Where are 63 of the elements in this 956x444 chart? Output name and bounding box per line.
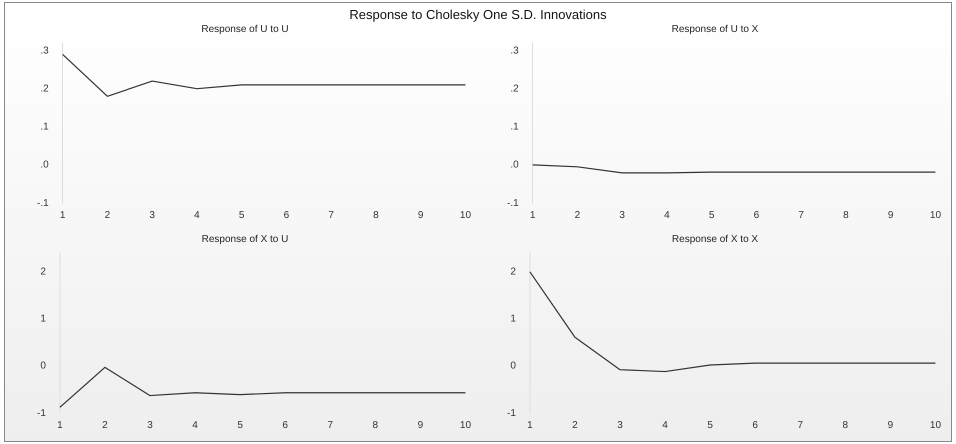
- text: Response to Cholesky One S.D. Innovations: [348, 7, 608, 22]
- y-tick-label: .0: [40, 160, 50, 171]
- chart-title: Response of U to U: [201, 24, 289, 35]
- chart-title: Response of U to X: [672, 24, 759, 35]
- y-tick-label: 1: [40, 314, 46, 325]
- x-tick-label: 5: [238, 210, 245, 221]
- x-tick-label: 3: [617, 420, 624, 431]
- x-tick-label: 4: [662, 420, 668, 431]
- y-tick-label: -1: [36, 408, 46, 419]
- y-tick-label: 1: [510, 314, 516, 325]
- x-tick-label: 2: [572, 420, 578, 431]
- y-tick-label: .3: [40, 45, 50, 56]
- x-tick-label: 7: [327, 420, 334, 431]
- x-tick-label: 8: [373, 210, 380, 221]
- x-tick-label: 2: [104, 210, 111, 221]
- x-tick-label: 10: [930, 210, 942, 221]
- y-tick-label: .2: [40, 83, 50, 94]
- x-tick-label: 4: [664, 210, 670, 221]
- x-tick-label: 1: [60, 210, 66, 221]
- x-tick-label: 1: [530, 210, 536, 221]
- x-tick-label: 9: [888, 420, 894, 431]
- x-tick-label: 2: [574, 210, 581, 221]
- x-tick-label: 4: [192, 420, 198, 431]
- x-tick-label: 5: [237, 420, 244, 431]
- x-tick-label: 3: [149, 210, 156, 221]
- x-tick-label: 8: [372, 420, 379, 431]
- x-tick-label: 10: [460, 420, 472, 431]
- x-tick-label: 5: [708, 210, 715, 221]
- x-tick-label: 9: [888, 210, 894, 221]
- x-tick-label: 4: [194, 210, 200, 221]
- x-tick-label: 5: [707, 420, 714, 431]
- y-tick-label: .2: [510, 83, 520, 94]
- x-tick-label: 7: [328, 210, 334, 221]
- x-tick-label: 6: [284, 210, 290, 221]
- y-tick-label: .1: [510, 122, 520, 133]
- x-tick-label: 8: [843, 210, 850, 221]
- chart-title: Response of X to U: [202, 234, 288, 245]
- y-tick-label: .1: [40, 122, 50, 133]
- x-tick-label: 10: [930, 420, 942, 431]
- x-tick-label: 3: [619, 210, 626, 221]
- x-tick-label: 8: [842, 420, 849, 431]
- x-tick-label: 6: [752, 420, 758, 431]
- y-tick-label: 0: [40, 360, 46, 372]
- x-tick-label: 1: [527, 420, 534, 431]
- y-tick-label: .0: [510, 160, 520, 171]
- x-tick-label: 1: [57, 420, 64, 431]
- y-tick-label: .3: [510, 45, 520, 56]
- y-tick-label: 2: [40, 266, 46, 278]
- y-tick-label: -.1: [507, 198, 520, 209]
- chart-title: Response of X to X: [672, 234, 758, 245]
- x-tick-label: 2: [102, 420, 108, 431]
- x-tick-label: 3: [147, 420, 154, 431]
- x-tick-label: 6: [754, 210, 760, 221]
- x-tick-label: 7: [797, 420, 804, 431]
- y-tick-label: -.1: [37, 198, 50, 209]
- x-tick-label: 6: [282, 420, 288, 431]
- x-tick-label: 7: [798, 210, 804, 221]
- x-tick-label: 9: [418, 210, 424, 221]
- x-tick-label: 9: [418, 420, 424, 431]
- x-tick-label: 10: [460, 210, 472, 221]
- y-tick-label: 2: [510, 266, 516, 278]
- y-tick-label: -1: [506, 408, 516, 419]
- y-tick-label: 0: [510, 360, 516, 372]
